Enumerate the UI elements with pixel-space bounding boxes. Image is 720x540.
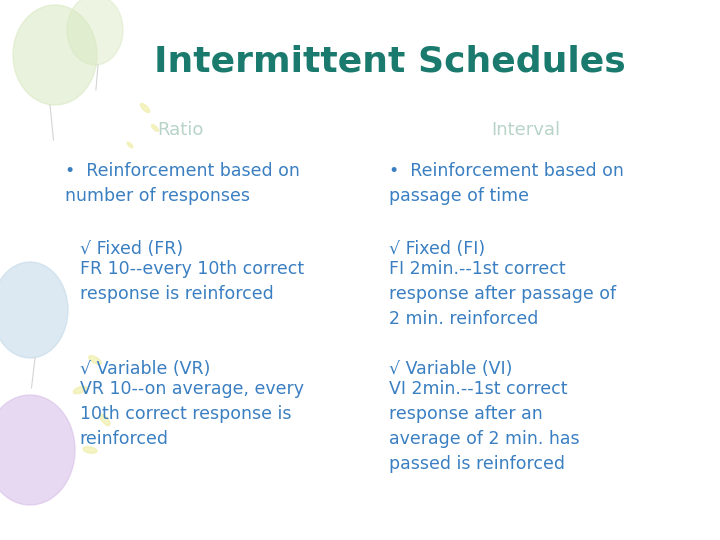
Text: Ratio: Ratio <box>157 121 203 139</box>
Text: FI 2min.--1st correct
response after passage of
2 min. reinforced: FI 2min.--1st correct response after pas… <box>389 260 616 328</box>
Text: •  Reinforcement based on
passage of time: • Reinforcement based on passage of time <box>389 162 624 205</box>
Text: VI 2min.--1st correct
response after an
average of 2 min. has
passed is reinforc: VI 2min.--1st correct response after an … <box>389 380 580 473</box>
Text: √ Fixed (FI): √ Fixed (FI) <box>389 240 485 258</box>
Ellipse shape <box>100 414 110 426</box>
Ellipse shape <box>127 142 133 148</box>
Text: √ Fixed (FR): √ Fixed (FR) <box>80 240 183 258</box>
Ellipse shape <box>0 262 68 358</box>
Text: Intermittent Schedules: Intermittent Schedules <box>154 45 626 79</box>
Text: Interval: Interval <box>491 121 560 139</box>
Ellipse shape <box>0 395 75 505</box>
Text: √ Variable (VI): √ Variable (VI) <box>389 360 512 378</box>
Text: •  Reinforcement based on
number of responses: • Reinforcement based on number of respo… <box>65 162 300 205</box>
Ellipse shape <box>152 125 158 131</box>
Ellipse shape <box>83 447 97 453</box>
Text: VR 10--on average, every
10th correct response is
reinforced: VR 10--on average, every 10th correct re… <box>80 380 304 448</box>
Text: FR 10--every 10th correct
response is reinforced: FR 10--every 10th correct response is re… <box>80 260 304 303</box>
Ellipse shape <box>73 386 86 394</box>
Ellipse shape <box>13 5 97 105</box>
Ellipse shape <box>89 356 102 364</box>
Ellipse shape <box>67 0 123 65</box>
Ellipse shape <box>140 104 150 112</box>
Text: √ Variable (VR): √ Variable (VR) <box>80 360 210 378</box>
